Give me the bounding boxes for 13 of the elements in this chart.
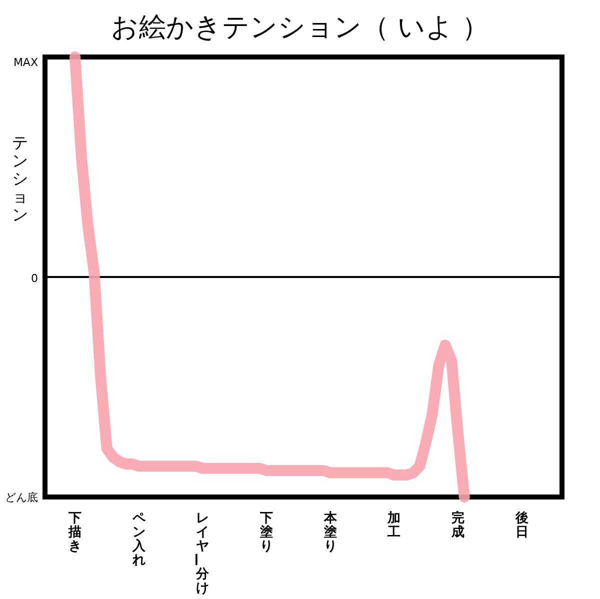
x-tick-label: 本塗り [322,511,338,554]
text: どん底 [5,491,38,504]
y-axis-title: テンション [12,133,28,224]
text: 0 [31,272,38,285]
x-tick-label: 下塗り [258,511,273,554]
x-tick-label: 後日 [514,510,528,540]
x-tick-label: 下描き [68,511,82,554]
x-tick-label: レイヤー分け [188,511,210,596]
x-tick-label: 完成 [450,510,464,540]
x-tick-label: ペン入れ [131,511,146,568]
chart-title: お絵かきテンション（ いよ ） [110,12,490,43]
text: MAX [13,56,38,69]
x-tick-label: 加工 [386,511,401,540]
